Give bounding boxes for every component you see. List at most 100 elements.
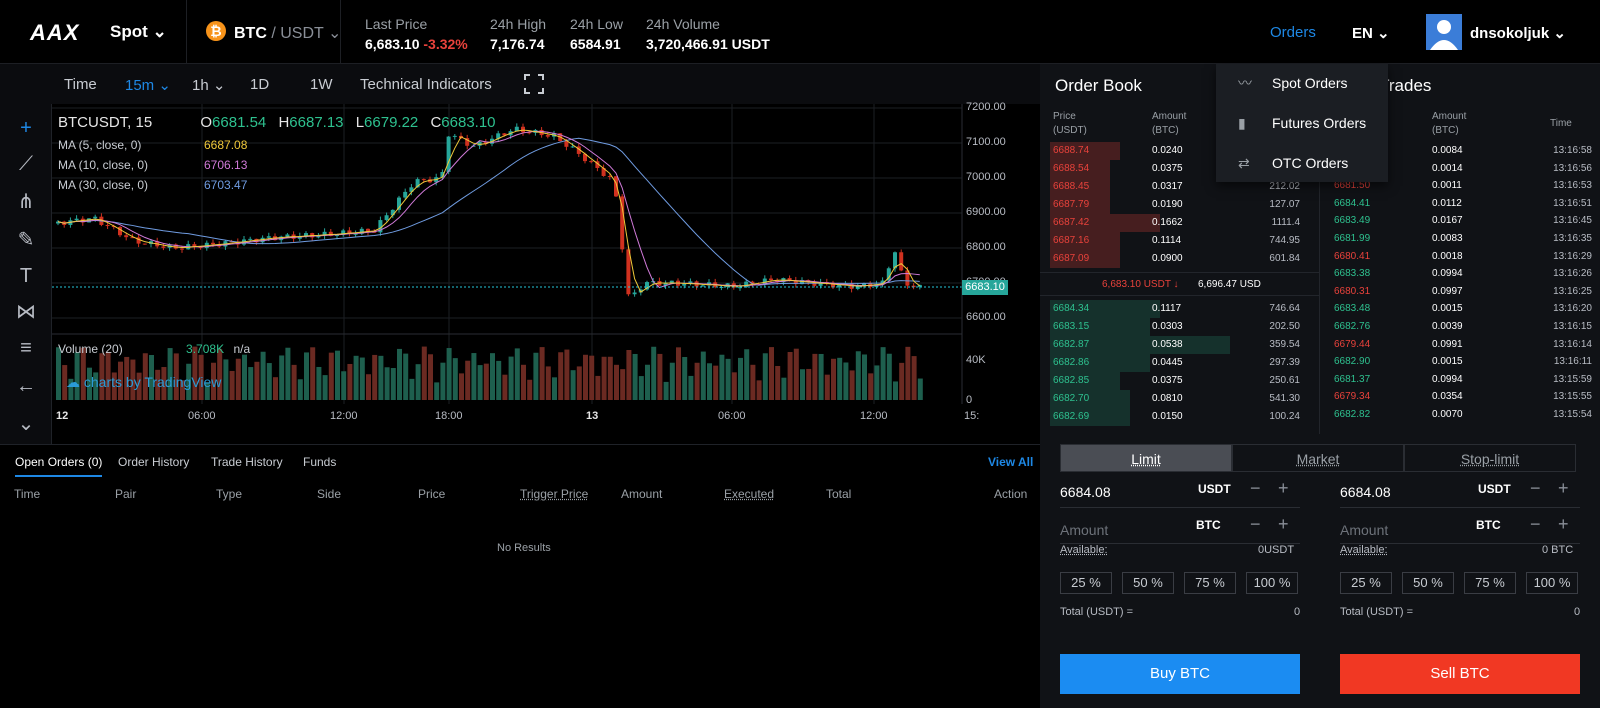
bid-row[interactable]: 6682.85 0.0375 250.61 (1040, 372, 1320, 390)
ask-row[interactable]: 6688.45 0.0317 212.02 (1040, 178, 1320, 196)
plus-icon[interactable]: + (1278, 514, 1289, 534)
tab-stop-limit[interactable]: Stop-limit (1404, 444, 1576, 472)
buy-available-label[interactable]: Available: (1060, 544, 1108, 556)
buy-pct-100[interactable]: 100 % (1246, 572, 1298, 594)
ask-row[interactable]: 6687.16 0.1114 744.95 (1040, 232, 1320, 250)
row-total: 746.64 (1269, 303, 1300, 314)
buy-price-input[interactable]: 6684.08 USDT − + (1060, 478, 1300, 508)
aax-logo[interactable]: AAX (30, 20, 80, 45)
col-executed[interactable]: Executed (724, 487, 775, 501)
pitchfork-icon[interactable]: ⋔ (17, 191, 35, 213)
depth-bar (1050, 178, 1110, 196)
tab-limit[interactable]: Limit (1060, 444, 1232, 472)
text-tool-icon[interactable]: T (19, 265, 33, 287)
pattern-icon[interactable]: ⋈ (16, 301, 36, 323)
ma-label: MA (10, close, 0) (58, 158, 149, 172)
buy-pct-75[interactable]: 75 % (1184, 572, 1236, 594)
tab-order-history[interactable]: Order History (118, 455, 190, 469)
row-price: 6687.42 (1053, 217, 1090, 228)
technical-indicators-button[interactable]: Technical Indicators (360, 76, 492, 93)
buy-btc-button[interactable]: Buy BTC (1060, 654, 1300, 694)
bid-row[interactable]: 6682.70 0.0810 541.30 (1040, 390, 1320, 408)
dropdown-item-futures-orders[interactable]: ▮ Futures Orders (1216, 104, 1388, 142)
trade-form: Limit Market Stop-limit 6684.08 USDT − +… (1060, 444, 1580, 708)
minus-icon[interactable]: − (1530, 514, 1541, 534)
bid-row[interactable]: 6682.87 0.0538 359.54 (1040, 336, 1320, 354)
divider (1319, 64, 1320, 434)
user-avatar[interactable] (1426, 14, 1462, 50)
bid-row[interactable]: 6684.34 0.1117 746.64 (1040, 300, 1320, 318)
plus-icon[interactable]: + (1558, 478, 1569, 498)
depth-bar (1050, 408, 1130, 426)
trend-line-icon[interactable]: ⟋ (19, 153, 33, 175)
plus-icon[interactable]: + (1278, 478, 1289, 498)
trade-price: 6683.49 (1334, 215, 1371, 227)
view-all-link[interactable]: View All (988, 455, 1034, 469)
minus-icon[interactable]: − (1250, 514, 1261, 534)
dropdown-item-label: OTC Orders (1272, 155, 1349, 171)
sell-amount-unit: BTC (1476, 518, 1501, 532)
swap-icon: ⇄ (1238, 155, 1250, 171)
pair-selector[interactable]: BTC / USDT ⌄ (234, 23, 341, 43)
interval-1w[interactable]: 1W (310, 76, 333, 93)
sell-price-input[interactable]: 6684.08 USDT − + (1340, 478, 1580, 508)
tradingview-watermark[interactable]: ☁ charts by TradingView (66, 374, 222, 390)
back-arrow-icon[interactable]: ← (16, 375, 36, 397)
sell-pct-100[interactable]: 100 % (1526, 572, 1578, 594)
user-menu[interactable]: dnsokoljuk ⌄ (1470, 25, 1566, 42)
measure-icon[interactable]: ≡ (20, 337, 32, 359)
tab-open-orders[interactable]: Open Orders (0) (15, 455, 103, 477)
bid-row[interactable]: 6682.86 0.0445 297.39 (1040, 354, 1320, 372)
ask-row[interactable]: 6688.74 0.0240 (1040, 142, 1320, 160)
market-type-selector[interactable]: Spot ⌄ (110, 22, 167, 41)
buy-amount-input[interactable]: Amount BTC − + (1060, 514, 1300, 544)
trade-time: 13:15:55 (1553, 391, 1592, 403)
tab-market[interactable]: Market (1232, 444, 1404, 472)
collapse-icon[interactable]: ⌄ (17, 413, 35, 435)
trade-time: 13:16:20 (1553, 303, 1592, 315)
depth-bar (1050, 372, 1120, 390)
bid-row[interactable]: 6683.15 0.0303 202.50 (1040, 318, 1320, 336)
ask-row[interactable]: 6687.09 0.0900 601.84 (1040, 250, 1320, 268)
candlestick-chart[interactable] (52, 104, 1040, 444)
tab-trade-history[interactable]: Trade History (211, 455, 283, 469)
crosshair-icon[interactable]: + (20, 117, 32, 139)
brush-icon[interactable]: ✎ (17, 229, 35, 251)
orders-menu-link[interactable]: Orders (1270, 24, 1316, 41)
sell-amount-input[interactable]: Amount BTC − + (1340, 514, 1580, 544)
sell-btc-button[interactable]: Sell BTC (1340, 654, 1580, 694)
pair-quote: / USDT ⌄ (266, 25, 342, 42)
fullscreen-icon[interactable] (524, 74, 544, 94)
ob-head-unit: (BTC) (1152, 125, 1179, 136)
sell-pct-50[interactable]: 50 % (1402, 572, 1454, 594)
ask-row[interactable]: 6687.79 0.0190 127.07 (1040, 196, 1320, 214)
interval-1h[interactable]: 1h ⌄ (192, 77, 226, 94)
sell-available-label[interactable]: Available: (1340, 544, 1388, 556)
time-button[interactable]: Time (64, 76, 97, 93)
rt-head-unit: (BTC) (1432, 125, 1459, 136)
col-trigger-price[interactable]: Trigger Price (520, 487, 589, 501)
tab-funds[interactable]: Funds (303, 455, 337, 469)
dropdown-item-spot-orders[interactable]: 〰 Spot Orders (1216, 64, 1388, 102)
sell-pct-25[interactable]: 25 % (1340, 572, 1392, 594)
sell-pct-75[interactable]: 75 % (1464, 572, 1516, 594)
watermark-text: charts by TradingView (83, 374, 222, 390)
interval-1d[interactable]: 1D (250, 76, 270, 93)
trade-amount: 0.0994 (1432, 268, 1463, 280)
language-selector[interactable]: EN ⌄ (1352, 25, 1390, 42)
minus-icon[interactable]: − (1250, 478, 1261, 498)
ask-row[interactable]: 6688.54 0.0375 (1040, 160, 1320, 178)
minus-icon[interactable]: − (1530, 478, 1541, 498)
buy-pct-50[interactable]: 50 % (1122, 572, 1174, 594)
plus-icon[interactable]: + (1558, 514, 1569, 534)
interval-15m[interactable]: 15m ⌄ (125, 77, 171, 94)
time-tick: 06:00 (718, 410, 746, 422)
trade-amount: 0.0070 (1432, 409, 1463, 420)
price-chart[interactable]: BTCUSDT, 15 O6681.54 H6687.13 L6679.22 C… (52, 101, 1040, 444)
bid-row[interactable]: 6682.69 0.0150 100.24 (1040, 408, 1320, 426)
row-total: 202.50 (1269, 321, 1300, 332)
time-tick: 12:00 (330, 410, 358, 422)
dropdown-item-otc-orders[interactable]: ⇄ OTC Orders (1216, 144, 1388, 182)
buy-pct-25[interactable]: 25 % (1060, 572, 1112, 594)
ask-row[interactable]: 6687.42 0.1662 1111.4 (1040, 214, 1320, 232)
